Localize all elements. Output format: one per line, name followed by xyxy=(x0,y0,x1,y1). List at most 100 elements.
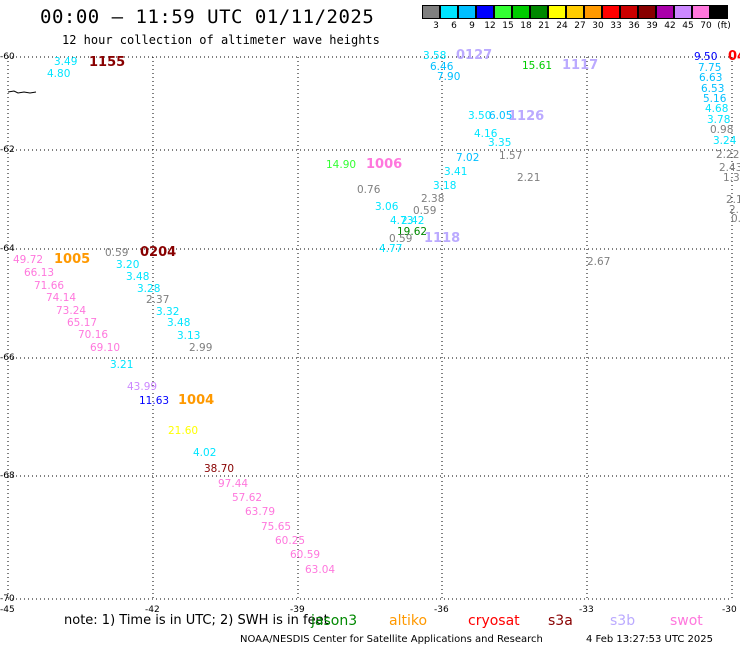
wave-height-value: 0. xyxy=(731,213,740,225)
longitude-label: -39 xyxy=(290,605,305,615)
satellite-legend-item: s3a xyxy=(548,613,573,629)
wave-height-value: 19.62 xyxy=(397,226,428,238)
legend-swatch xyxy=(530,5,548,19)
legend-swatch xyxy=(638,5,656,19)
wave-height-value: 2.38 xyxy=(421,193,445,205)
pass-id-label: 1126 xyxy=(508,109,545,124)
wave-height-value: 14.90 xyxy=(326,159,357,171)
latitude-label: -60 xyxy=(0,52,15,62)
wave-height-value: 2.67 xyxy=(587,256,611,268)
wave-height-value: 3.32 xyxy=(156,306,180,318)
legend-swatch xyxy=(494,5,512,19)
legend-swatch xyxy=(476,5,494,19)
legend-label: 3 xyxy=(433,21,439,31)
wave-height-value: 4.16 xyxy=(474,128,498,140)
pass-id-label: 1006 xyxy=(366,157,403,172)
legend-label: 6 xyxy=(451,21,457,31)
satellite-legend-item: swot xyxy=(670,613,703,629)
wave-height-value: 65.17 xyxy=(67,317,98,329)
wave-height-value: 0.98 xyxy=(710,124,734,136)
legend-label: 15 xyxy=(502,21,514,31)
footer-note: note: 1) Time is in UTC; 2) SWH is in fe… xyxy=(64,613,329,628)
legend-label: 36 xyxy=(628,21,640,31)
wave-height-value: 21.60 xyxy=(168,425,199,437)
credit-line: NOAA/NESDIS Center for Satellite Applica… xyxy=(240,634,543,645)
wave-height-value: 4.77 xyxy=(379,243,403,255)
wave-height-value: 7.90 xyxy=(437,71,461,83)
legend-swatch xyxy=(602,5,620,19)
legend-swatch xyxy=(422,5,440,19)
legend-label: (ft) xyxy=(717,21,731,31)
legend-swatch xyxy=(710,5,728,19)
wave-height-value: 7.75 xyxy=(698,62,722,74)
wave-height-value: 57.62 xyxy=(232,492,263,504)
wave-height-value: 11.63 xyxy=(139,395,170,407)
pass-id-label: 1155 xyxy=(89,55,126,70)
wave-height-value: 6.46 xyxy=(430,61,454,73)
wave-height-value: 3.48 xyxy=(126,271,150,283)
wave-height-value: 3.50 xyxy=(468,110,492,122)
wave-height-value: 2.1 xyxy=(729,204,740,216)
wave-height-value: 3.24 xyxy=(713,135,737,147)
legend-label: 39 xyxy=(646,21,658,31)
wave-height-value: 3.28 xyxy=(137,283,161,295)
wave-height-value: 60.59 xyxy=(290,549,321,561)
wave-height-value: 97.44 xyxy=(218,478,249,490)
pass-id-label: 1005 xyxy=(54,252,91,267)
latitude-label: -62 xyxy=(0,145,15,155)
legend-swatch xyxy=(584,5,602,19)
wave-height-value: 6.63 xyxy=(699,72,723,84)
wave-height-value: 2.21 xyxy=(517,172,541,184)
satellite-legend-item: cryosat xyxy=(468,613,520,629)
wave-height-value: 2.22 xyxy=(716,149,740,161)
pass-id-label: 1004 xyxy=(178,393,215,408)
wave-height-value: 6.53 xyxy=(701,83,725,95)
wave-height-value: 3.20 xyxy=(116,259,140,271)
latitude-label: -64 xyxy=(0,244,15,254)
legend-label: 21 xyxy=(538,21,550,31)
wave-height-value: 0.59 xyxy=(413,205,437,217)
legend-swatch xyxy=(620,5,638,19)
longitude-label: -33 xyxy=(579,605,594,615)
legend-label: 24 xyxy=(556,21,568,31)
wave-height-value: 3.06 xyxy=(375,201,399,213)
wave-height-value: 0.76 xyxy=(357,184,381,196)
legend-swatch xyxy=(566,5,584,19)
legend-label: 18 xyxy=(520,21,532,31)
latitude-label: -68 xyxy=(0,471,15,481)
wave-height-value: 3.18 xyxy=(433,180,457,192)
legend-label: 42 xyxy=(664,21,676,31)
legend-swatch xyxy=(512,5,530,19)
wave-height-value: 2.1 xyxy=(726,194,740,206)
wave-height-value: 2.42 xyxy=(401,215,425,227)
wave-height-value: 60.25 xyxy=(275,535,306,547)
wave-height-value: 3.48 xyxy=(167,317,191,329)
longitude-label: -30 xyxy=(722,605,737,615)
coastline-fragment xyxy=(7,90,37,94)
legend-label: 12 xyxy=(484,21,496,31)
wave-height-value: 4.80 xyxy=(47,68,71,80)
wave-height-value: 74.14 xyxy=(46,292,77,304)
wave-height-value: 7.02 xyxy=(456,152,480,164)
legend-label: 33 xyxy=(610,21,622,31)
wave-height-value: 0.59 xyxy=(389,233,413,245)
wave-height-value: 9.50 xyxy=(694,51,718,63)
wave-height-value: 5.16 xyxy=(703,93,727,105)
wave-height-value: 63.79 xyxy=(245,506,276,518)
wave-height-value: 3.41 xyxy=(444,166,468,178)
wave-height-value: 4.73 xyxy=(390,215,414,227)
wave-height-value: 75.65 xyxy=(261,521,292,533)
wave-height-value: 3.58 xyxy=(423,50,447,62)
longitude-label: -36 xyxy=(434,605,449,615)
wave-height-value: 69.10 xyxy=(90,342,121,354)
legend-swatch xyxy=(458,5,476,19)
wave-height-value: 43.99 xyxy=(127,381,158,393)
wave-height-value: 66.13 xyxy=(24,267,55,279)
latitude-label: -66 xyxy=(0,353,15,363)
pass-id-label: 0204 xyxy=(140,245,177,260)
pass-id-label: 0127 xyxy=(456,48,493,63)
legend-swatch xyxy=(548,5,566,19)
map-grid xyxy=(7,56,733,600)
longitude-label: -45 xyxy=(0,605,15,615)
